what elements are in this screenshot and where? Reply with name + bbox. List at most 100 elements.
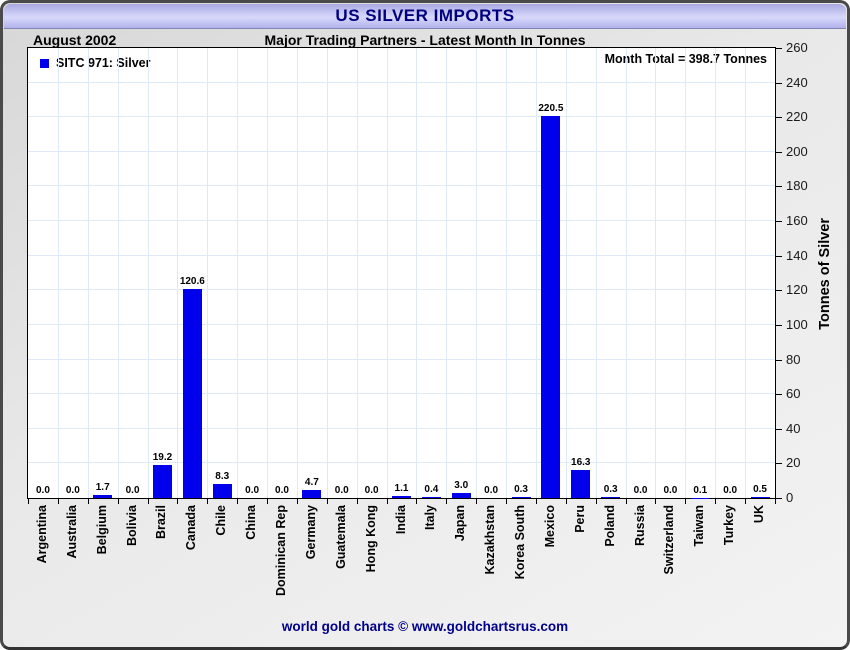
gridline-vertical — [87, 48, 89, 498]
y-tick-label: 140 — [786, 247, 808, 263]
gridline-vertical — [565, 48, 567, 498]
gridline-horizontal — [28, 185, 775, 187]
x-axis-tick — [715, 499, 717, 504]
bar — [571, 469, 591, 498]
gridline-vertical — [685, 48, 687, 498]
y-tick-label: 0 — [786, 490, 794, 505]
x-axis-tick — [87, 499, 89, 504]
bar-value-label: 0.3 — [514, 484, 528, 496]
x-axis-tick — [625, 499, 627, 504]
x-tick-label: Guatemala — [333, 505, 348, 569]
x-tick-label: Argentina — [34, 505, 49, 564]
x-tick-label: Switzerland — [662, 505, 677, 575]
x-axis-tick — [267, 499, 269, 504]
y-axis-tick — [776, 48, 782, 49]
bar — [392, 496, 411, 498]
period-label: August 2002 — [33, 32, 117, 48]
x-axis-tick — [506, 499, 508, 504]
gridline-vertical — [416, 48, 418, 498]
gridline-vertical — [625, 48, 627, 498]
x-tick-label: Mexico — [542, 505, 557, 548]
y-tick-label: 160 — [786, 213, 808, 229]
gridline-vertical — [267, 48, 269, 498]
gridline-vertical — [386, 48, 388, 498]
x-tick-label: Kazakhstan — [483, 505, 498, 575]
gridline-horizontal — [28, 323, 775, 325]
bar — [182, 289, 202, 498]
gridline-vertical — [207, 48, 209, 498]
bar-value-label: 0.4 — [424, 484, 439, 496]
gridline-vertical — [326, 48, 328, 498]
x-axis-tick — [446, 499, 448, 504]
gridline-horizontal — [28, 150, 775, 152]
bar-value-label: 16.3 — [571, 456, 591, 468]
bar-value-label: 120.6 — [179, 276, 205, 288]
x-tick-label: Russia — [632, 505, 647, 546]
y-axis-title: Tonnes of Silver — [817, 218, 833, 330]
gridline-vertical — [715, 48, 717, 498]
x-axis-tick — [28, 499, 29, 504]
gridline-horizontal — [28, 427, 775, 429]
x-axis-tick — [535, 499, 537, 504]
bar — [421, 497, 441, 498]
x-tick-label: Chile — [214, 505, 229, 536]
bar-value-label: 19.2 — [152, 451, 173, 463]
bar-value-label: 0.1 — [693, 484, 708, 496]
gridline-vertical — [476, 48, 478, 498]
gridline-horizontal — [28, 220, 775, 222]
bar-value-label: 0.0 — [633, 485, 648, 496]
x-tick-label: Korea South — [513, 505, 528, 580]
y-tick-label: 260 — [786, 40, 808, 55]
y-axis-tick — [776, 498, 782, 499]
gridline-horizontal — [28, 358, 775, 360]
title-bar: US SILVER IMPORTS — [4, 4, 846, 29]
bar-value-label: 1.7 — [95, 482, 110, 494]
x-tick-label: Turkey — [722, 505, 737, 546]
x-axis-tick — [326, 499, 328, 504]
x-axis-tick — [476, 499, 478, 504]
bar-value-label: 4.7 — [304, 476, 319, 488]
bar — [451, 492, 471, 498]
gridline-horizontal — [28, 254, 775, 256]
x-tick-label: Taiwan — [692, 505, 707, 547]
x-tick-label: Hong Kong — [363, 505, 378, 573]
y-axis-tick — [776, 221, 782, 223]
y-axis-tick — [776, 82, 782, 84]
y-axis-tick — [776, 463, 782, 465]
x-tick-label: China — [244, 505, 259, 540]
y-tick-label: 240 — [786, 74, 808, 90]
gridline-vertical — [595, 48, 597, 498]
bar-value-label: 0.5 — [753, 484, 767, 496]
x-tick-label: Peru — [572, 505, 587, 533]
x-tick-label: Germany — [303, 505, 318, 560]
y-tick-label: 200 — [786, 143, 808, 159]
y-tick-label: 100 — [786, 316, 808, 332]
gridline-vertical — [745, 48, 747, 498]
gridline-vertical — [57, 48, 59, 498]
bar-value-label: 3.0 — [454, 479, 469, 491]
y-axis-tick — [776, 324, 782, 326]
legend: SITC 971: Silver — [40, 56, 151, 70]
x-axis-tick — [207, 499, 209, 504]
x-tick-label: Bolivia — [124, 505, 139, 546]
gridline-vertical — [506, 48, 508, 498]
gridline-vertical — [446, 48, 448, 498]
bar — [93, 495, 113, 498]
gridline-horizontal — [28, 462, 775, 464]
x-axis-tick — [237, 499, 239, 504]
y-axis-tick — [776, 117, 782, 119]
x-axis-tick — [685, 499, 687, 504]
y-tick-label: 20 — [786, 455, 801, 471]
y-axis-tick — [776, 394, 782, 396]
gridline-vertical — [296, 48, 298, 498]
x-tick-label: Japan — [453, 505, 468, 542]
gridline-vertical — [356, 48, 358, 498]
x-tick-label: Poland — [602, 505, 617, 547]
x-tick-label: India — [393, 505, 408, 535]
gridline-horizontal — [28, 289, 775, 291]
gridline-vertical — [535, 48, 537, 498]
x-tick-label: Dominican Rep — [273, 505, 288, 596]
bar-value-label: 0.0 — [36, 485, 50, 496]
y-tick-label: 60 — [786, 386, 801, 402]
